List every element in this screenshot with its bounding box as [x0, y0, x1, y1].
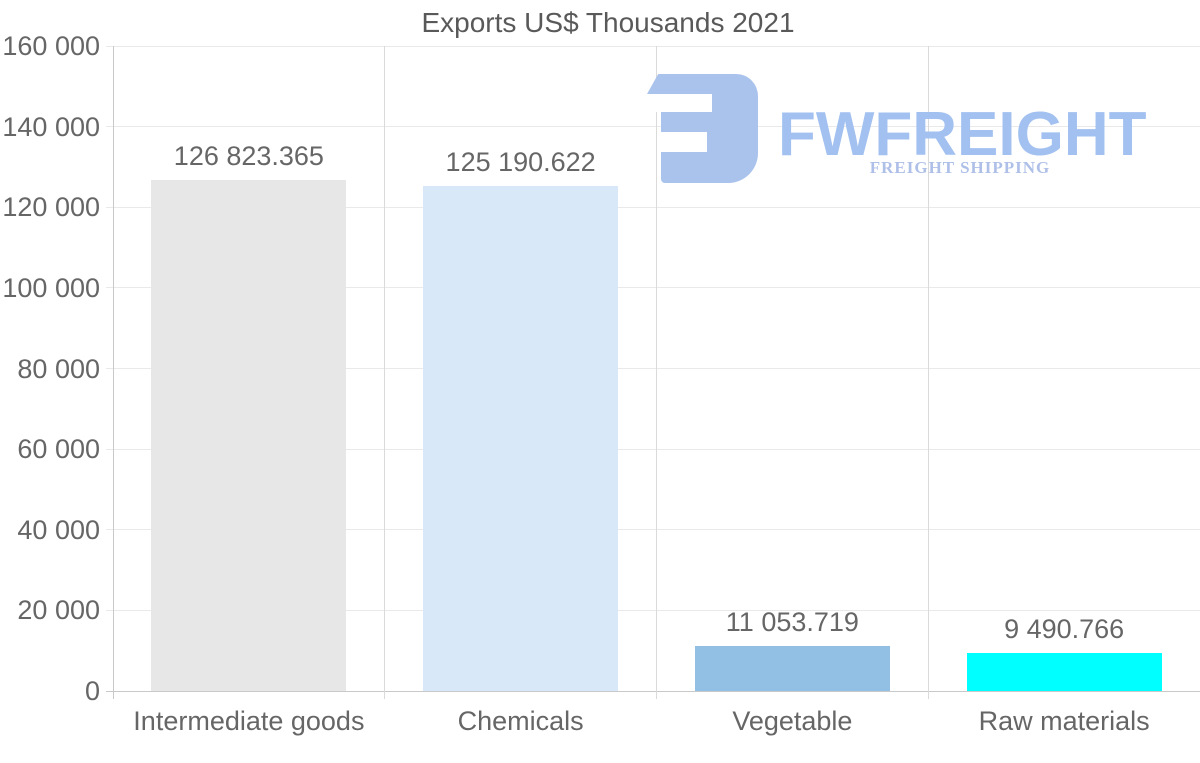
y-axis-line — [113, 46, 114, 699]
horizontal-gridline — [106, 287, 1200, 289]
bar-chemicals — [423, 186, 619, 691]
plot-area: 126 823.365 125 190.622 11 053.719 9 490.76… — [106, 45, 1200, 699]
vertical-gridline — [656, 46, 657, 699]
bar-value-label: 126 823.365 — [173, 140, 324, 171]
x-axis-baseline — [106, 690, 1200, 692]
y-axis-tick-label: 160 000 — [2, 31, 100, 61]
bar-raw-materials — [966, 652, 1162, 691]
y-axis-tick-label: 0 — [84, 676, 100, 706]
y-axis-tick-label: 60 000 — [17, 434, 100, 465]
y-axis-tick-label: 140 000 — [2, 111, 100, 142]
horizontal-gridline — [106, 448, 1200, 450]
horizontal-gridline — [106, 126, 1200, 128]
chart-title: Exports US$ Thousands 2021 — [421, 7, 795, 38]
bar-intermediate-goods — [151, 179, 347, 691]
y-axis-tick-label: 40 000 — [17, 514, 100, 545]
bar-value-label: 9 490.766 — [1004, 613, 1125, 644]
bar-value-label: 11 053.719 — [725, 607, 859, 638]
horizontal-gridline — [106, 45, 1200, 47]
bar-vegetable — [694, 646, 890, 691]
x-axis-category-label: Raw materials — [978, 706, 1150, 736]
vertical-gridline — [384, 46, 386, 699]
horizontal-gridline — [106, 529, 1200, 531]
x-axis-category-label: Vegetable — [732, 706, 853, 736]
x-axis-category-label: Intermediate goods — [133, 706, 365, 736]
y-axis-tick-label: 20 000 — [17, 595, 100, 626]
bar-value-label: 125 190.622 — [445, 147, 596, 178]
horizontal-gridline — [106, 368, 1200, 369]
y-axis-tick-label: 80 000 — [17, 353, 100, 384]
horizontal-gridline — [106, 206, 1200, 208]
horizontal-gridline — [106, 609, 1200, 611]
y-axis-tick-label: 120 000 — [2, 192, 100, 223]
x-axis-category-label: Chemicals — [457, 706, 584, 736]
vertical-gridline — [927, 46, 929, 699]
y-axis-tick-label: 100 000 — [2, 272, 100, 303]
